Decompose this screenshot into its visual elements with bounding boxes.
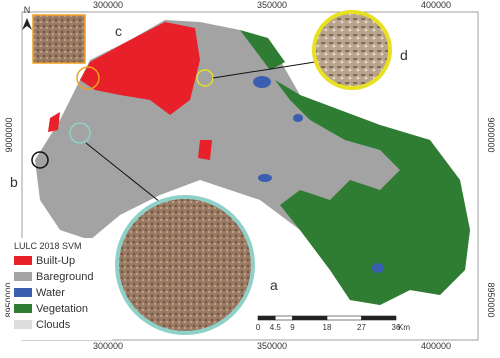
built-up	[48, 112, 60, 132]
inset-photo	[32, 14, 86, 64]
legend-swatch	[14, 288, 32, 297]
marker-a	[69, 122, 91, 144]
coord-label: 300000	[93, 0, 123, 10]
legend-label: Vegetation	[36, 303, 88, 315]
scale-label: 18	[323, 323, 332, 332]
scale-label: 0	[256, 323, 261, 332]
water	[293, 114, 303, 122]
coord-label: 350000	[257, 0, 287, 10]
north-arrow	[22, 18, 32, 30]
marker-c	[76, 66, 100, 90]
scale-label: 9	[290, 323, 295, 332]
legend-label: Bareground	[36, 271, 94, 283]
connector	[212, 61, 316, 79]
legend-label: Clouds	[36, 319, 71, 331]
inset-d	[312, 10, 392, 90]
scale-unit: Km	[398, 323, 410, 332]
coord-label: 8950000	[4, 282, 14, 317]
vegetation	[240, 30, 285, 70]
scale-segment	[292, 315, 328, 321]
legend-label: Built-Up	[36, 255, 75, 267]
vegetation	[275, 80, 470, 305]
inset-label: c	[115, 23, 122, 39]
scale-segment	[257, 315, 276, 321]
coord-label: 350000	[257, 341, 287, 351]
coord-label: 300000	[93, 341, 123, 351]
connector	[85, 142, 161, 203]
marker-b	[31, 151, 49, 169]
water	[372, 263, 384, 273]
legend: LULC 2018 SVM Built-Up Bareground Water Veg…	[10, 238, 112, 340]
coord-label: 8950000	[486, 282, 496, 317]
legend-swatch	[14, 272, 32, 281]
legend-swatch	[14, 320, 32, 329]
inset-label: a	[270, 277, 278, 293]
scale-segment	[361, 315, 397, 321]
scale-segment	[326, 315, 362, 321]
legend-swatch	[14, 304, 32, 313]
legend-swatch	[14, 256, 32, 265]
legend-title: LULC 2018 SVM	[14, 241, 82, 251]
scale-label: 27	[357, 323, 366, 332]
legend-label: Water	[36, 287, 65, 299]
inset-label: d	[400, 47, 408, 63]
scale-label: 36	[392, 323, 401, 332]
coord-label: 9000000	[486, 117, 496, 152]
scale-segment	[274, 315, 293, 321]
water	[258, 174, 272, 182]
inset-a	[115, 195, 255, 335]
built-up	[198, 140, 212, 160]
scale-label: 4.5	[270, 323, 282, 332]
coord-label: 400000	[421, 341, 451, 351]
north-label: N	[24, 5, 31, 15]
inset-label: b	[10, 174, 18, 190]
coord-label: 400000	[421, 0, 451, 10]
water	[253, 76, 271, 88]
coord-label: 9000000	[4, 117, 14, 152]
built-up	[80, 22, 200, 115]
